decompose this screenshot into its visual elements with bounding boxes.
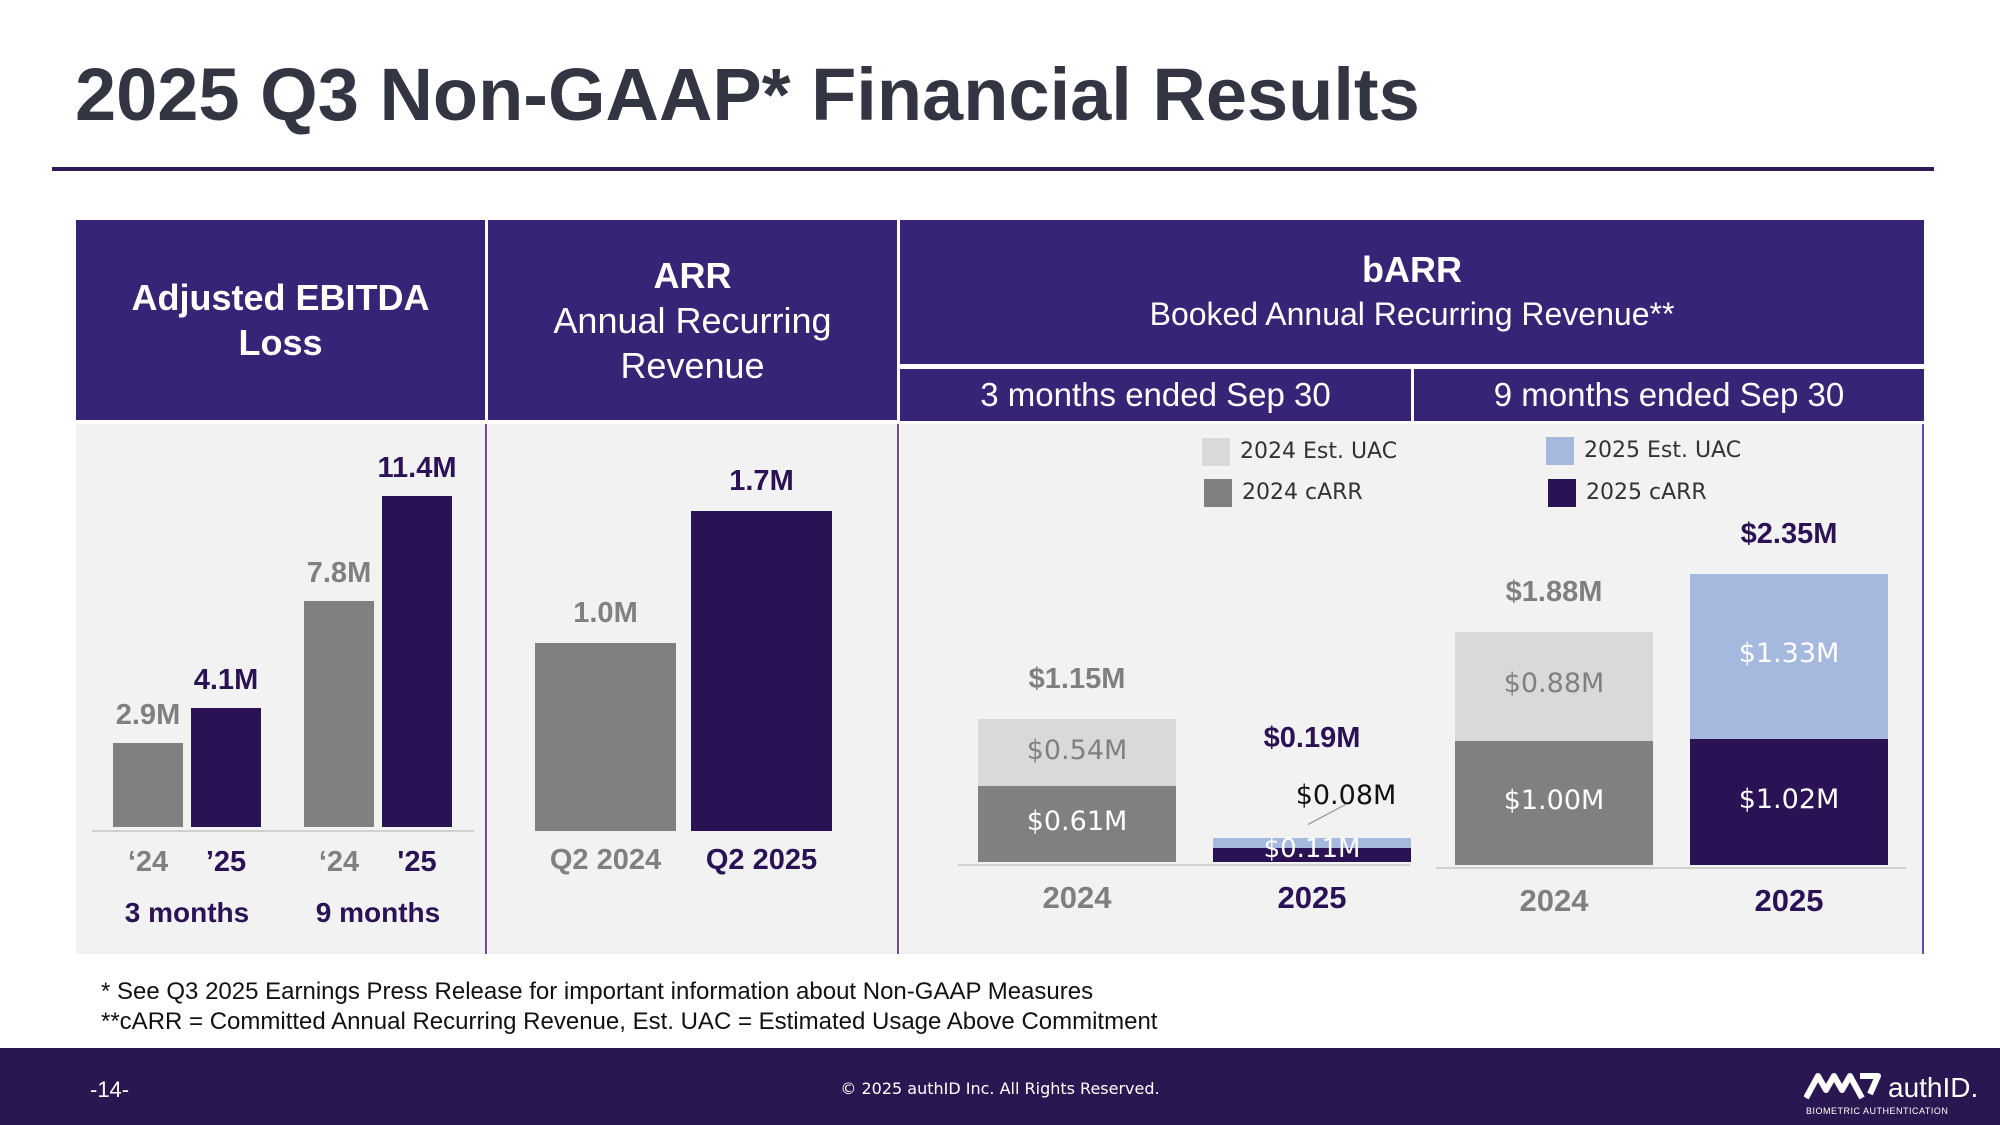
header-barr-title: bARR [1362, 249, 1462, 290]
barr-total-label: $1.15M [1028, 663, 1126, 696]
barr-uac-label: $0.88M [1503, 668, 1605, 700]
header-arr-subtitle: Annual Recurring Revenue [553, 299, 832, 386]
arr-category-label: Q2 2025 [705, 844, 818, 876]
barr-axis-3m [958, 864, 1410, 866]
period-9-months: 9 months ended Sep 30 [1414, 369, 1924, 421]
arr-value-label: 1.7M [729, 465, 794, 498]
ebitda-bar [382, 496, 452, 827]
barr-total-label: $0.19M [1263, 722, 1361, 755]
barr-carr-label: $1.02M [1738, 783, 1840, 815]
authid-logo-icon [1804, 1073, 1881, 1100]
barr-carr-label: $1.00M [1503, 785, 1605, 816]
panel-divider-3 [1922, 424, 1924, 954]
legend-label: 2025 Est. UAC [1584, 438, 1742, 463]
arr-value-label: 1.0M [573, 597, 638, 629]
legend-label: 2024 cARR [1242, 480, 1363, 505]
ebitda-category-label: ‘24 [318, 846, 360, 878]
period-3-months: 3 months ended Sep 30 [900, 369, 1411, 421]
barr-carr-label: $0.61M [1026, 806, 1128, 838]
header-arr-title: ARR [653, 254, 732, 296]
ebitda-value-label: 4.1M [193, 664, 259, 697]
legend-swatch [1202, 438, 1230, 466]
ebitda-value-label: 11.4M [377, 452, 457, 485]
page-title: 2025 Q3 Non-GAAP* Financial Results [75, 53, 1420, 136]
footnote-1: * See Q3 2025 Earnings Press Release for… [101, 978, 1094, 1005]
legend-swatch [1546, 437, 1574, 465]
arr-bar [691, 511, 832, 831]
header-ebitda-label: Adjusted EBITDA Loss [131, 277, 430, 363]
legend-label: 2025 cARR [1586, 480, 1707, 505]
logo-subtext: BIOMETRIC AUTHENTICATION [1806, 1106, 1949, 1116]
legend-swatch [1204, 479, 1232, 507]
ebitda-bar [304, 600, 374, 827]
ebitda-category-label: ‘24 [127, 846, 169, 878]
header-barr: bARR Booked Annual Recurring Revenue** [900, 220, 1924, 364]
footer-bar [0, 1048, 2000, 1125]
barr-category-label: 2025 [1754, 883, 1824, 918]
authid-logo: authID. BIOMETRIC AUTHENTICATION [1804, 1070, 1994, 1118]
header-ebitda: Adjusted EBITDA Loss [76, 220, 485, 420]
barr-carr-segment [1690, 738, 1888, 865]
arr-category-label: Q2 2024 [549, 844, 662, 876]
barr-uac-segment [1690, 573, 1888, 739]
barr-total-label: $2.35M [1740, 517, 1838, 550]
ebitda-category-label: '25 [397, 846, 437, 878]
ebitda-value-label: 2.9M [115, 698, 181, 731]
ebitda-category-label: ’25 [205, 846, 247, 878]
panel-divider-2 [897, 424, 899, 954]
arr-bar [535, 643, 676, 831]
legend-label: 2024 Est. UAC [1240, 439, 1398, 464]
ebitda-group-label: 9 months [315, 897, 441, 928]
legend-swatch [1548, 479, 1576, 507]
panel-divider-1 [485, 424, 487, 954]
barr-axis-9m [1436, 867, 1906, 869]
ebitda-axis [92, 830, 474, 832]
title-divider [52, 167, 1934, 171]
barr-total-label: $1.88M [1505, 575, 1603, 608]
copyright: © 2025 authID Inc. All Rights Reserved. [840, 1079, 1160, 1098]
barr-carr-label: $0.11M [1263, 834, 1361, 864]
footnote-2: **cARR = Committed Annual Recurring Reve… [101, 1008, 1158, 1035]
barr-uac-label: $0.54M [1026, 734, 1128, 766]
barr-category-label: 2024 [1042, 880, 1112, 915]
barr-uac-label: $1.33M [1738, 638, 1840, 670]
barr-carr-segment [1455, 741, 1653, 865]
ebitda-bar [113, 742, 183, 827]
ebitda-value-label: 7.8M [306, 556, 372, 589]
ebitda-bar [191, 708, 261, 827]
barr-uac-segment [1213, 838, 1411, 849]
header-barr-subtitle: Booked Annual Recurring Revenue** [1149, 296, 1675, 332]
barr-category-label: 2025 [1277, 880, 1347, 915]
header-arr: ARR Annual Recurring Revenue [488, 220, 897, 420]
barr-uac-label: $0.08M [1295, 780, 1397, 812]
barr-carr-segment [1213, 848, 1411, 862]
logo-text: authID. [1888, 1072, 1979, 1103]
ebitda-group-label: 3 months [124, 897, 250, 928]
barr-category-label: 2024 [1519, 883, 1589, 918]
barr-uac-segment [1455, 631, 1653, 741]
barr-uac-segment [978, 719, 1176, 787]
page-number: -14- [90, 1077, 130, 1102]
barr-carr-segment [978, 786, 1176, 862]
